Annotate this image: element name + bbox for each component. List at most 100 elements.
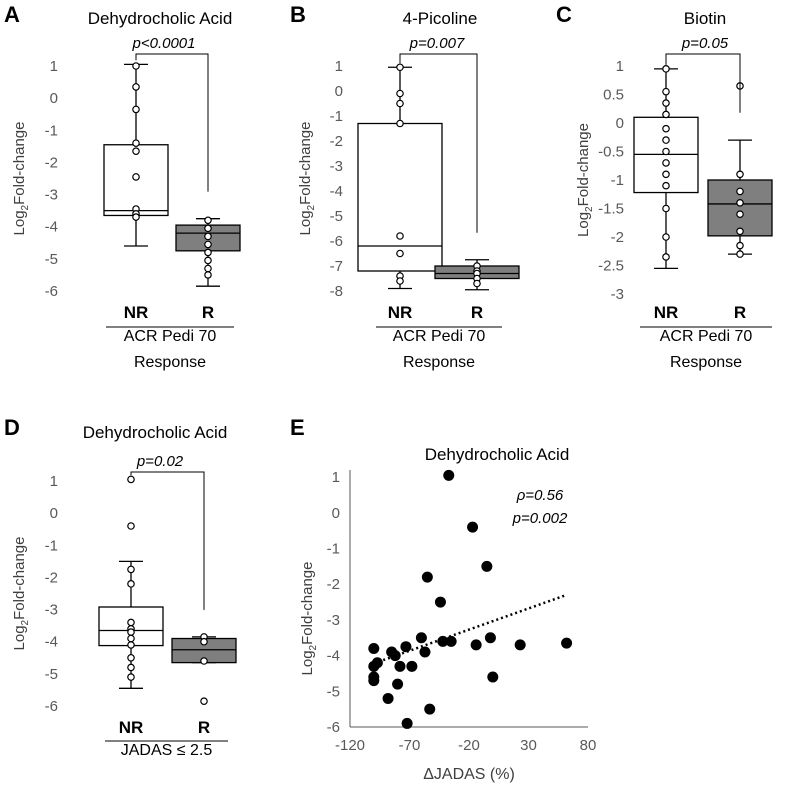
- panel-letter-a: A: [4, 2, 20, 27]
- data-point: [132, 173, 140, 181]
- category-label-nr: NR: [654, 303, 679, 322]
- y-tick-label: 0: [332, 505, 340, 522]
- y-tick-label: -8: [330, 283, 343, 300]
- data-point: [127, 580, 135, 588]
- category-label-r: R: [202, 303, 214, 322]
- panel-a: Dehydrocholic Acid 1 0 -1 -2 -3 -4 -5 -6 Log2Fold…: [11, 9, 241, 371]
- data-point: [127, 618, 135, 627]
- data-point: [401, 717, 413, 729]
- data-point: [736, 199, 744, 207]
- data-point: [662, 233, 670, 241]
- data-point: [368, 671, 380, 683]
- data-point: [127, 475, 135, 484]
- data-point: [389, 650, 401, 662]
- data-point: [127, 634, 135, 643]
- x-axis-label: ΔJADAS (%): [423, 766, 515, 783]
- y-axis-label: Log2Fold-change: [297, 122, 317, 236]
- panel-letter-c: C: [556, 2, 572, 27]
- data-point: [127, 663, 135, 672]
- y-tick-label: -2: [327, 576, 340, 593]
- data-point: [396, 232, 404, 240]
- y-tick-label: 1: [335, 58, 343, 75]
- panel-letter-e: E: [290, 415, 305, 440]
- y-tick-label: 0: [50, 505, 58, 522]
- data-point: [396, 99, 404, 108]
- data-point: [470, 639, 482, 651]
- panel-e: Dehydrocholic Acid 1 0 -1 -2 -3 -4 -5 -6-120 -70 -…: [299, 445, 596, 783]
- data-point: [132, 139, 140, 147]
- ylabel-rest: Fold-change: [299, 562, 316, 645]
- data-point: [481, 560, 493, 572]
- y-tick-label: -6: [45, 698, 58, 715]
- ylabel-log: Log: [11, 210, 28, 235]
- ylabel-log: Log: [299, 650, 316, 675]
- y-tick-label: -4: [45, 634, 58, 651]
- data-point: [392, 678, 404, 690]
- data-point: [127, 641, 135, 649]
- x-tick-label: 80: [580, 737, 597, 754]
- data-point: [419, 646, 431, 658]
- annotation-1: ρ=0.56: [516, 487, 564, 504]
- data-point: [467, 521, 479, 533]
- ylabel-rest: Fold-change: [11, 537, 28, 620]
- y-tick-label: -3: [45, 602, 58, 619]
- significance-bracket: [399, 53, 478, 233]
- data-point: [368, 642, 380, 654]
- chart-title: Biotin: [684, 9, 727, 28]
- x-axis-label-line-1: JADAS ≤ 2.5: [121, 742, 213, 759]
- box-group-r: [171, 633, 237, 705]
- box-group-nr: [357, 63, 443, 290]
- y-axis-label: Log2Fold-change: [11, 537, 31, 651]
- y-tick-label: -2: [330, 133, 343, 150]
- x-axis-label-line-1: ACR Pedi 70: [660, 328, 753, 345]
- ylabel-log: Log: [297, 210, 314, 235]
- y-tick-label: -1: [611, 172, 624, 189]
- data-point: [662, 147, 670, 156]
- ylabel-rest: Fold-change: [11, 122, 28, 205]
- data-point: [396, 249, 404, 258]
- x-axis-label-line-1: ACR Pedi 70: [124, 328, 217, 345]
- p-value-label: p=0.05: [681, 35, 729, 52]
- box-group-nr: [98, 475, 164, 689]
- y-tick-label: -1: [330, 108, 343, 125]
- data-point: [127, 673, 135, 681]
- y-tick-label: 1: [50, 473, 58, 490]
- y-axis-label: Log2Fold-change: [299, 562, 319, 676]
- annotation-2: p=0.002: [512, 510, 568, 527]
- data-point: [662, 124, 670, 133]
- p-value-label: p=0.02: [136, 453, 184, 470]
- data-point: [424, 703, 436, 715]
- data-point: [662, 87, 670, 96]
- ylabel-subscript: 2: [20, 204, 31, 210]
- y-axis-label: Log2Fold-change: [11, 122, 31, 236]
- data-point: [662, 253, 670, 261]
- y-tick-label: -1.5: [598, 201, 624, 218]
- y-tick-label: 1: [50, 58, 58, 75]
- significance-bracket: [135, 53, 209, 192]
- p-value-label: p=0.007: [409, 35, 465, 52]
- data-point: [204, 232, 212, 241]
- y-tick-label: -3: [327, 612, 340, 629]
- x-axis-label-line-2: Response: [670, 354, 742, 371]
- data-point: [204, 264, 212, 273]
- y-tick-label: -5: [45, 251, 58, 268]
- box-group-r: [707, 82, 773, 258]
- data-point: [127, 653, 135, 662]
- y-tick-label: -2.5: [598, 258, 624, 275]
- data-point: [514, 639, 526, 651]
- data-point: [371, 657, 383, 669]
- data-point: [561, 637, 573, 649]
- x-axis-label-line-1: ACR Pedi 70: [393, 328, 486, 345]
- ylabel-log: Log: [575, 212, 592, 237]
- data-point: [406, 660, 418, 672]
- data-point: [132, 62, 140, 70]
- y-tick-label: -6: [327, 719, 340, 736]
- y-tick-label: -6: [330, 233, 343, 250]
- y-tick-label: 1: [616, 58, 624, 75]
- data-point: [662, 181, 670, 190]
- significance-bracket: [130, 471, 205, 610]
- y-tick-label: 0: [335, 83, 343, 100]
- data-point: [204, 271, 212, 279]
